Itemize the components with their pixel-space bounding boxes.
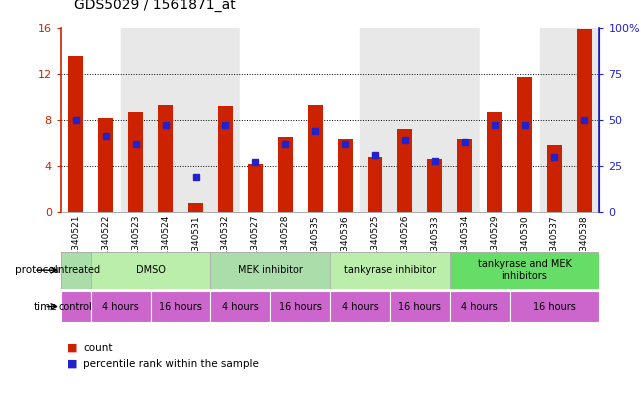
Bar xyxy=(367,157,383,212)
Bar xyxy=(479,28,510,212)
Bar xyxy=(360,28,390,212)
Text: 4 hours: 4 hours xyxy=(342,301,378,312)
Bar xyxy=(151,28,181,212)
Text: time: time xyxy=(34,301,58,312)
Bar xyxy=(300,28,330,212)
Bar xyxy=(517,77,532,212)
Bar xyxy=(210,28,240,212)
Bar xyxy=(450,252,599,289)
Bar xyxy=(210,291,271,322)
Bar xyxy=(61,252,91,289)
Bar xyxy=(390,291,450,322)
Bar xyxy=(271,291,330,322)
Bar xyxy=(188,203,203,212)
Text: control: control xyxy=(59,301,93,312)
Text: 16 hours: 16 hours xyxy=(533,301,576,312)
Bar xyxy=(278,137,293,212)
Text: tankyrase inhibitor: tankyrase inhibitor xyxy=(344,265,436,275)
Text: 16 hours: 16 hours xyxy=(399,301,441,312)
Bar xyxy=(390,28,420,212)
Bar xyxy=(450,28,479,212)
Bar xyxy=(61,291,91,322)
Bar xyxy=(330,252,450,289)
Bar xyxy=(577,29,592,212)
Bar xyxy=(210,252,330,289)
Bar xyxy=(181,28,210,212)
Text: 4 hours: 4 hours xyxy=(462,301,498,312)
Bar xyxy=(91,291,151,322)
Text: count: count xyxy=(83,343,113,353)
Bar xyxy=(121,28,151,212)
Text: 16 hours: 16 hours xyxy=(159,301,202,312)
Text: 4 hours: 4 hours xyxy=(222,301,259,312)
Bar xyxy=(91,28,121,212)
Bar xyxy=(128,112,143,212)
Bar xyxy=(308,105,322,212)
Bar xyxy=(98,118,113,212)
Bar xyxy=(457,140,472,212)
Text: untreated: untreated xyxy=(52,265,100,275)
Bar xyxy=(487,112,502,212)
Bar xyxy=(330,28,360,212)
Bar xyxy=(158,105,173,212)
Text: MEK inhibitor: MEK inhibitor xyxy=(238,265,303,275)
Bar xyxy=(540,28,569,212)
Bar xyxy=(151,291,210,322)
Bar xyxy=(61,28,91,212)
Bar xyxy=(240,28,271,212)
Bar xyxy=(248,164,263,212)
Text: DMSO: DMSO xyxy=(136,265,165,275)
Bar xyxy=(91,252,210,289)
Bar xyxy=(510,28,540,212)
Text: GDS5029 / 1561871_at: GDS5029 / 1561871_at xyxy=(74,0,235,12)
Text: 16 hours: 16 hours xyxy=(279,301,322,312)
Bar xyxy=(420,28,450,212)
Bar xyxy=(397,129,412,212)
Bar xyxy=(428,159,442,212)
Bar xyxy=(330,291,390,322)
Bar xyxy=(450,291,510,322)
Bar xyxy=(218,106,233,212)
Bar xyxy=(271,28,300,212)
Bar xyxy=(338,140,353,212)
Bar xyxy=(69,56,83,212)
Bar xyxy=(569,28,599,212)
Text: 4 hours: 4 hours xyxy=(103,301,139,312)
Text: percentile rank within the sample: percentile rank within the sample xyxy=(83,358,259,369)
Text: tankyrase and MEK
inhibitors: tankyrase and MEK inhibitors xyxy=(478,259,572,281)
Bar xyxy=(510,291,599,322)
Text: ■: ■ xyxy=(67,358,78,369)
Text: ■: ■ xyxy=(67,343,78,353)
Text: protocol: protocol xyxy=(15,265,58,275)
Bar xyxy=(547,145,562,212)
